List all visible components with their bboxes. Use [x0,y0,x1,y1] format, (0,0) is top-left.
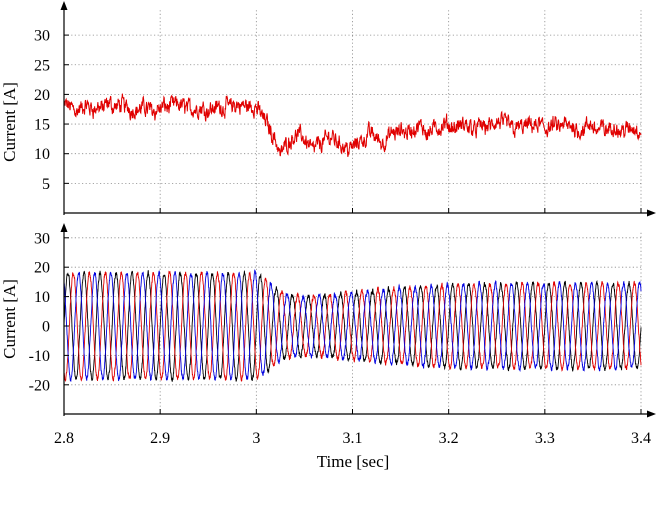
top-y-axis-title: Current [A] [0,82,19,162]
top-y-tick-label: 30 [34,28,50,45]
top-series-group [63,93,642,157]
top-y-tick-label: 20 [34,87,50,104]
top-y-tick-label: 25 [34,57,50,74]
bottom-x-tick-label: 3 [252,430,260,447]
bottom-x-tick-label: 2.8 [54,430,74,447]
top-grid [64,10,642,213]
bottom-x-tick-label: 3.3 [535,430,555,447]
top-y-tick-label: 15 [34,117,50,134]
bottom-y-tick-label: 20 [34,260,50,277]
top-y-tick-labels: 5 10 15 20 25 30 [34,28,50,193]
top-y-tick-label: 10 [34,146,50,163]
top-panel: 5 10 15 20 25 30 Current [A] [0,1,656,217]
bottom-x-tick-label: 3.4 [631,430,651,447]
bottom-phase-line-2 [63,270,642,383]
bottom-y-tick-labels: -20 -10 0 10 20 30 [29,230,50,394]
bottom-axes [60,223,656,418]
bottom-y-tick-label: -10 [29,348,50,365]
bottom-y-tick-label: 30 [34,230,50,247]
bottom-series-group [63,269,642,383]
top-y-tick-label: 5 [42,176,50,193]
bottom-x-tick-label: 3.2 [439,430,459,447]
bottom-phase-line-3 [63,269,642,383]
x-tick-labels: 2.8 2.9 3 3.1 3.2 3.3 3.4 [54,430,651,447]
top-x-axis-arrow [647,209,656,217]
bottom-y-tick-label: 10 [34,289,50,306]
bottom-y-tick-label: -20 [29,377,50,394]
bottom-y-axis-title: Current [A] [0,279,19,359]
top-axes [60,1,656,217]
bottom-phase-line-1 [63,269,642,382]
bottom-y-tick-label: 0 [42,319,50,336]
bottom-y-axis-arrow [60,223,68,232]
bottom-x-tick-label: 2.9 [150,430,170,447]
x-axis-title: Time [sec] [317,452,390,471]
top-y-axis-arrow [60,1,68,10]
bottom-x-tick-label: 3.1 [343,430,363,447]
bottom-x-axis-arrow [647,410,656,418]
top-current-line [63,93,642,157]
bottom-panel: -20 -10 0 10 20 30 2.8 2.9 3 3.1 3.2 3.3 3.4 Curren… [0,223,656,471]
